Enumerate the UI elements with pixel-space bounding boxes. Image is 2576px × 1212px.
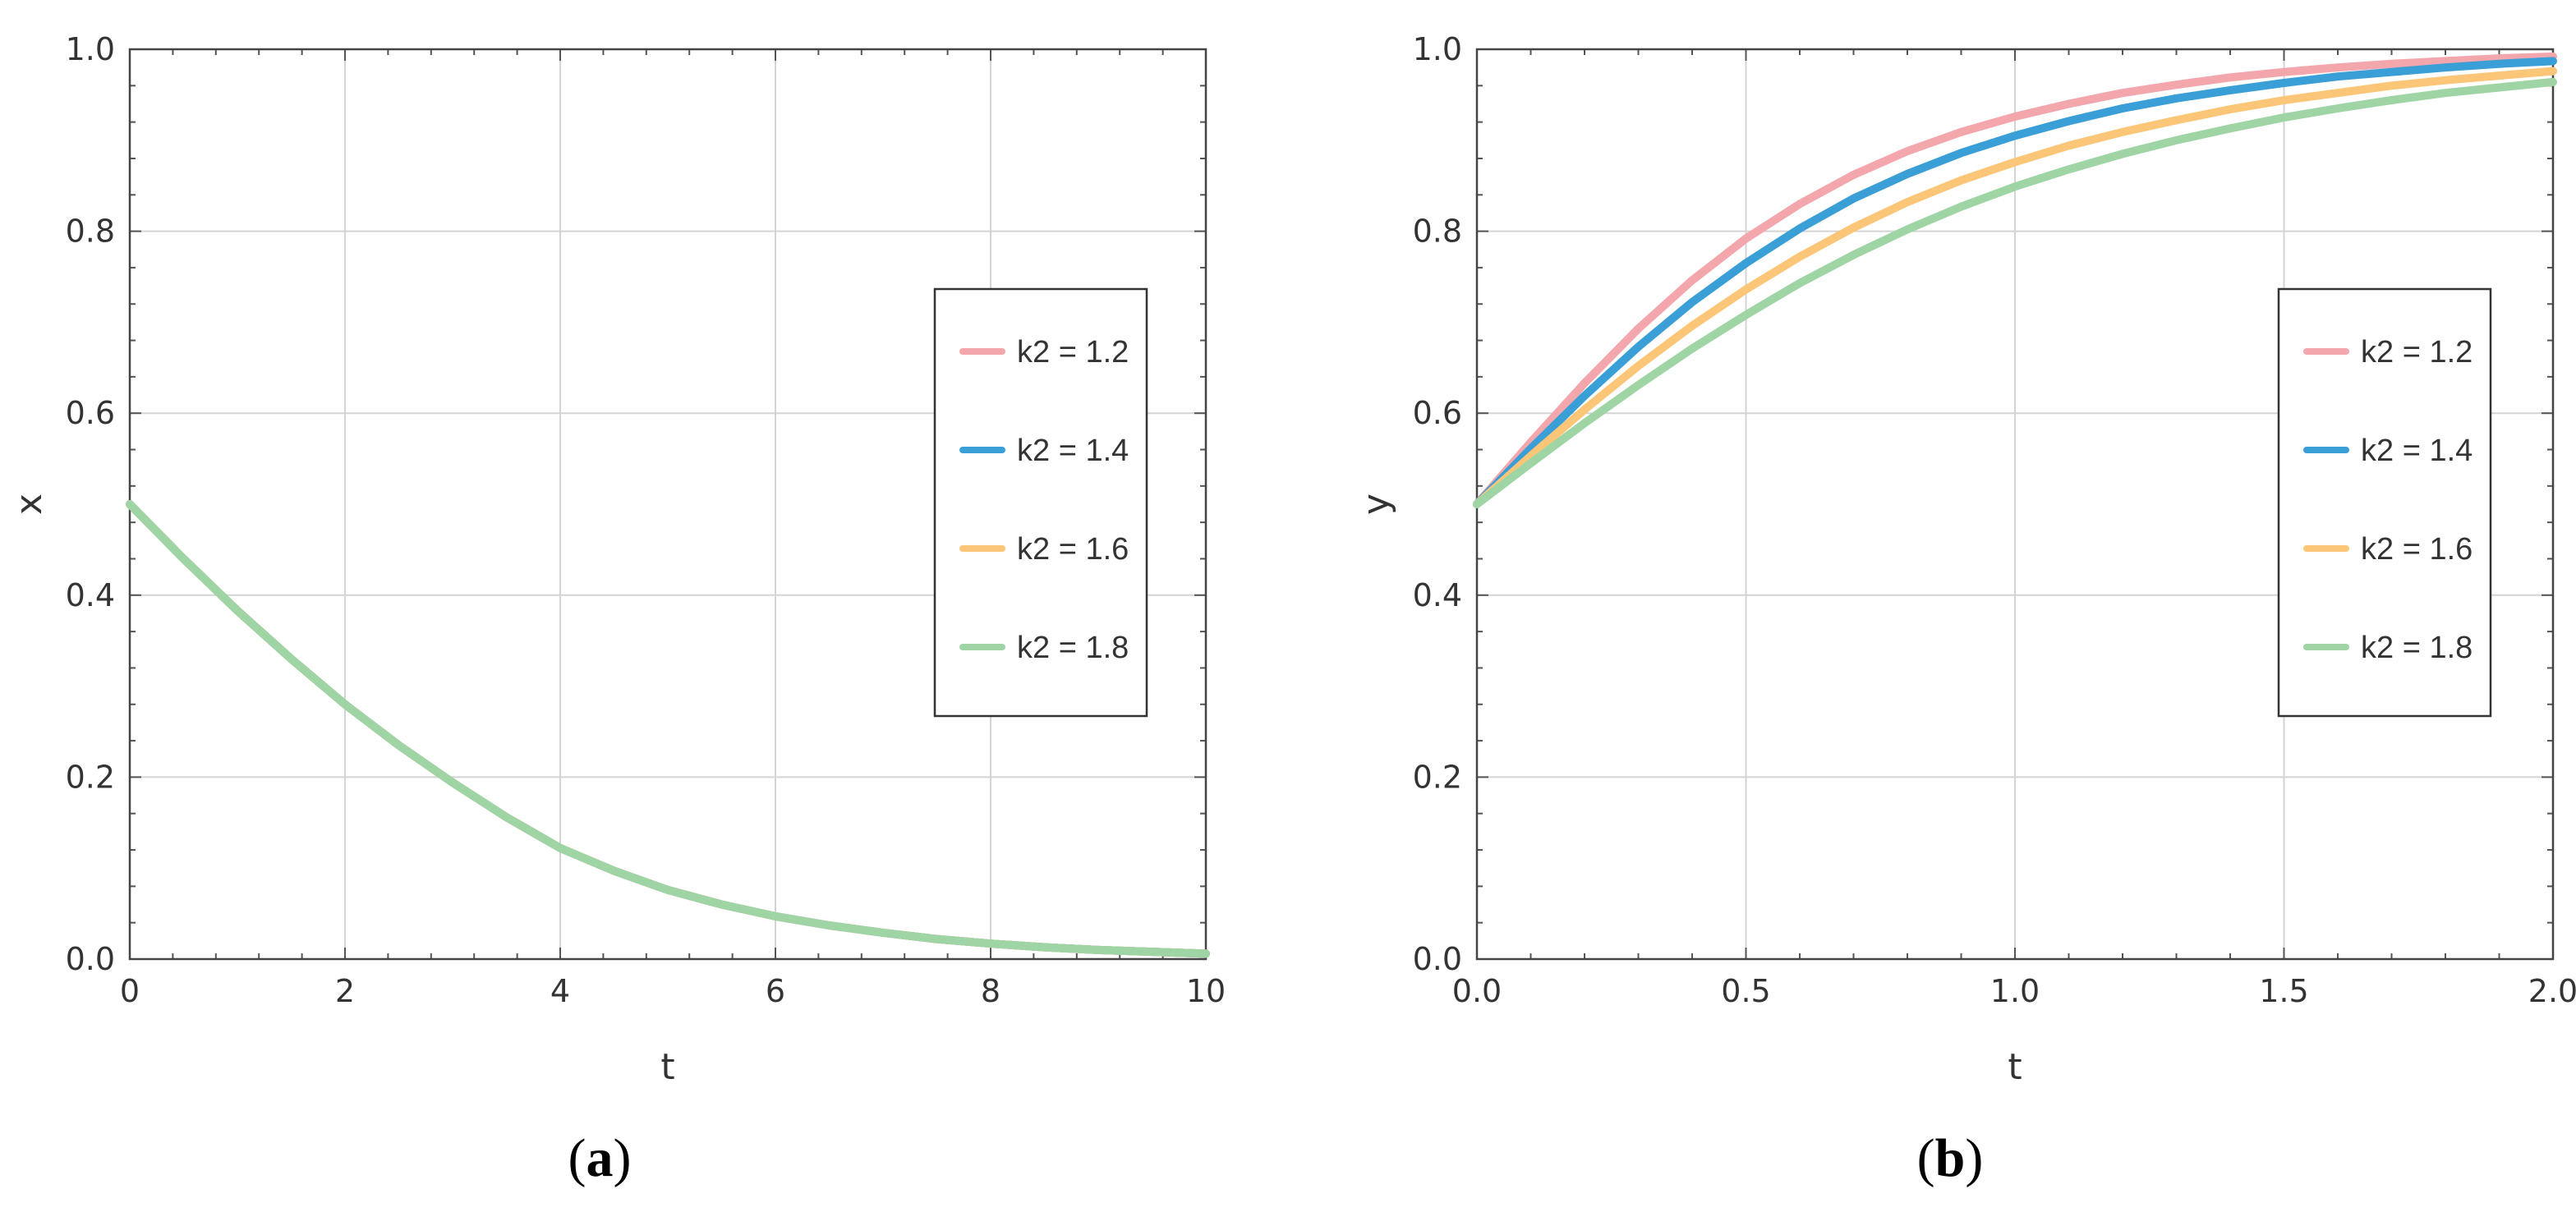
series-line-2: [1473, 57, 2557, 508]
legend-label-1: k2 = 1.2: [1017, 335, 1129, 370]
panel-label: (b): [1917, 1128, 1984, 1188]
x-tick-label: 8: [981, 973, 1000, 1009]
series-line-1: [1473, 52, 2557, 508]
chart-panel-b: 0.0 0.5 1.0 1.5 2.0 0.0 0.2 0.4 0.6 0.8 1.0 t y k2 = …: [1355, 31, 2576, 1188]
legend-label-1: k2 = 1.2: [2361, 335, 2472, 370]
y-tick-label: 0.8: [1413, 213, 1462, 250]
series-line-4: [126, 500, 1210, 958]
y-tick-label: 1.0: [66, 31, 115, 67]
x-tick-label: 4: [550, 973, 570, 1009]
y-axis-label: y: [1355, 494, 1397, 515]
legend-label-2: k2 = 1.4: [2361, 434, 2472, 468]
y-tick-label: 1.0: [1413, 31, 1462, 67]
x-tick-label: 2.0: [2528, 973, 2576, 1009]
x-axis-label: t: [660, 1046, 674, 1088]
legend-label-3: k2 = 1.6: [2361, 532, 2472, 567]
x-tick-label: 0.0: [1452, 973, 1502, 1009]
panel-label: (a): [568, 1128, 632, 1188]
x-tick-label: 6: [766, 973, 785, 1009]
y-tick-label: 0.8: [66, 213, 115, 250]
y-tick-label: 0.0: [1413, 941, 1462, 977]
x-tick-label: 10: [1186, 973, 1226, 1009]
y-tick-label: 0.6: [1413, 395, 1462, 431]
y-axis-label: x: [8, 494, 50, 515]
panel-label-close-paren: ): [1965, 1128, 1983, 1188]
y-tick-label: 0.0: [66, 941, 115, 977]
x-axis-label: t: [2008, 1046, 2022, 1088]
legend: k2 = 1.2 k2 = 1.4 k2 = 1.6 k2 = 1.8: [2277, 287, 2492, 718]
series-line-3: [1473, 67, 2557, 508]
x-tick-label: 1.5: [2259, 973, 2308, 1009]
panel-label-letter: b: [1935, 1128, 1966, 1188]
y-tick-label: 0.2: [66, 759, 115, 795]
x-tick-label: 0: [120, 973, 140, 1009]
x-tick-label: 1.0: [1990, 973, 2040, 1009]
legend-label-4: k2 = 1.8: [2361, 631, 2472, 665]
panel-label-close-paren: ): [614, 1128, 632, 1188]
y-tick-label: 0.4: [66, 577, 115, 613]
x-tick-label: 0.5: [1721, 973, 1770, 1009]
y-tick-label: 0.4: [1413, 577, 1462, 613]
panel-label-open-paren: (: [568, 1128, 586, 1188]
y-tick-label: 0.6: [66, 395, 115, 431]
legend-label-3: k2 = 1.6: [1017, 532, 1129, 567]
panel-label-open-paren: (: [1917, 1128, 1935, 1188]
legend-label-4: k2 = 1.8: [1017, 631, 1129, 665]
legend-label-2: k2 = 1.4: [1017, 434, 1129, 468]
y-tick-label: 0.2: [1413, 759, 1462, 795]
x-tick-label: 2: [335, 973, 355, 1009]
series-line-4: [1473, 77, 2557, 508]
panel-label-letter: a: [586, 1128, 614, 1188]
legend: k2 = 1.2 k2 = 1.4 k2 = 1.6 k2 = 1.8: [933, 287, 1148, 718]
